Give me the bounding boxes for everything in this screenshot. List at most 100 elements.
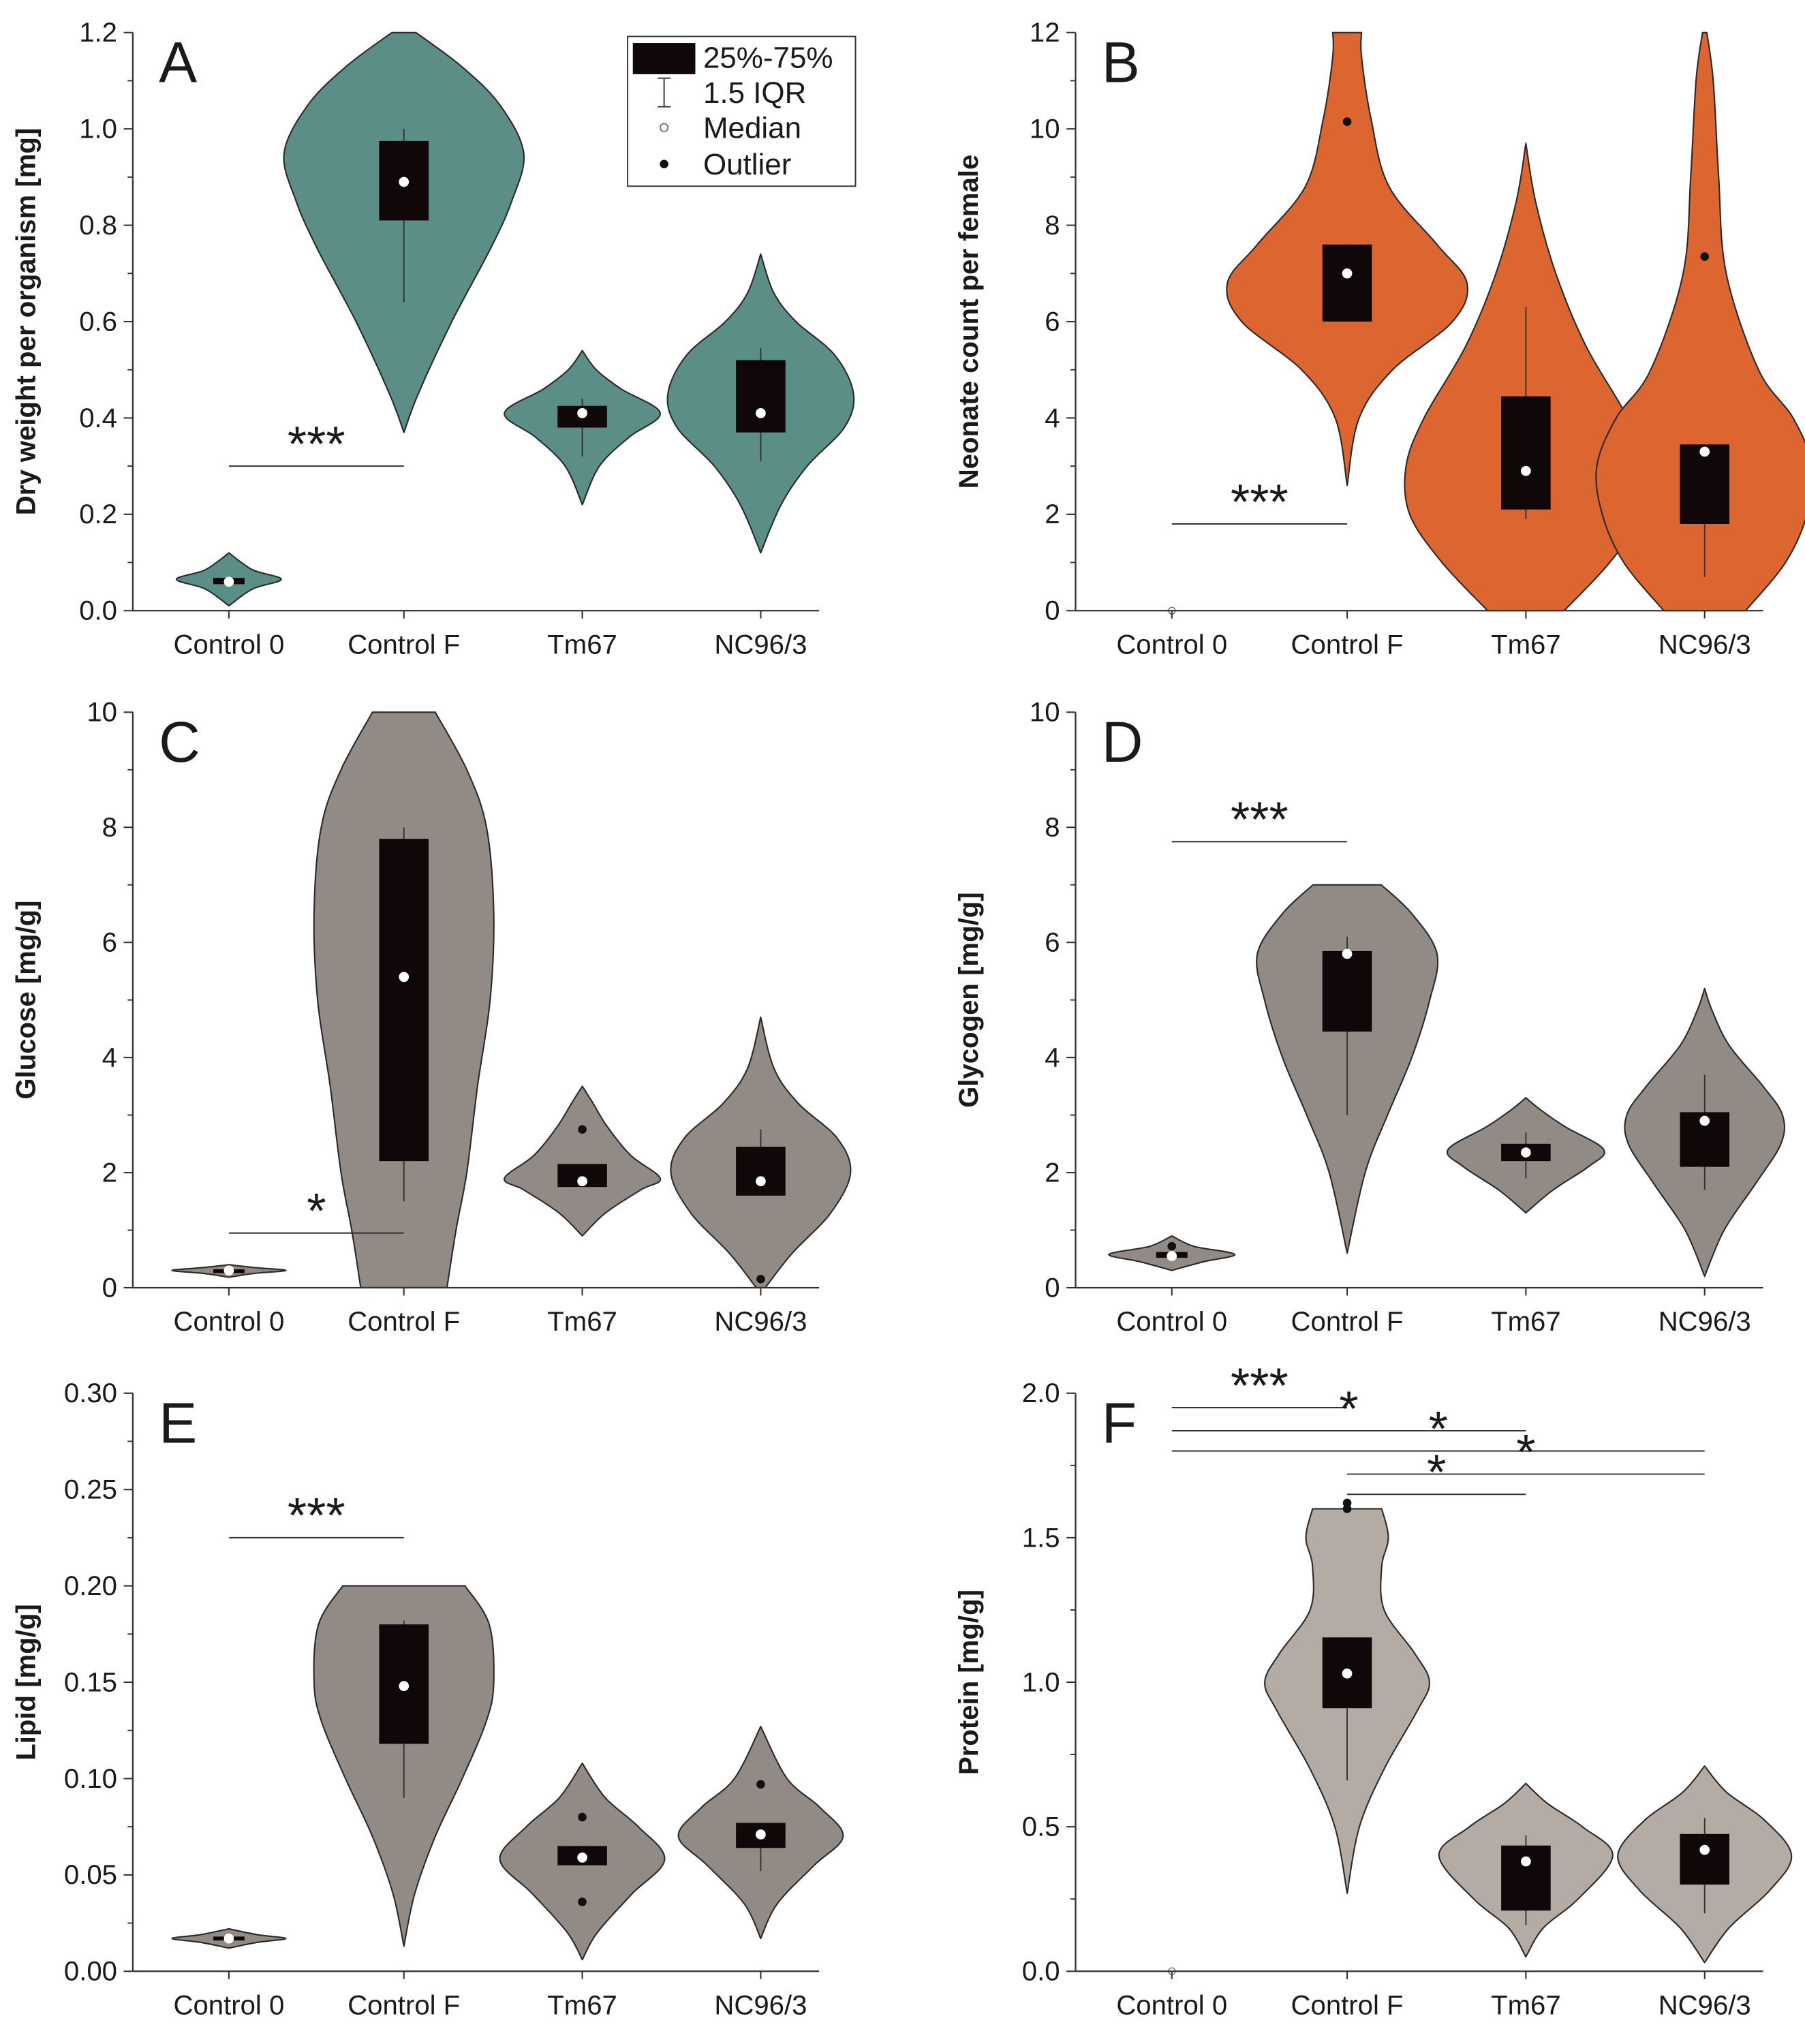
y-tick-label: 10 (1030, 114, 1060, 144)
panel-c: * 0 2 4 6 8 10 Control 0 Control F Tm67 NC96/3 Gluc… (11, 697, 852, 1337)
y-tick-label: 1.5 (1022, 1522, 1060, 1553)
outlier-point (1700, 252, 1710, 261)
x-tick-label: Tm67 (547, 1306, 617, 1337)
y-tick-label: 8 (102, 812, 117, 843)
y-tick-label: 0.0 (1022, 1956, 1060, 1987)
significance-label: * (1429, 1402, 1448, 1457)
y-tick-label: 10 (1030, 697, 1060, 728)
x-tick-label: NC96/3 (714, 629, 807, 660)
violin-group (666, 253, 855, 554)
median-point (1699, 446, 1710, 457)
y-tick-label: 0.2 (79, 499, 117, 529)
panel-d: *** 0 2 4 6 8 10 Control 0 Control F Tm67 NC96/3 Gl… (953, 697, 1786, 1337)
y-tick-label: 12 (1030, 17, 1060, 48)
violin-group (175, 552, 282, 607)
legend-outlier-symbol (660, 159, 668, 169)
median-point (1521, 1147, 1531, 1158)
x-tick-label: NC96/3 (1659, 629, 1751, 660)
y-tick-label: 0 (1045, 595, 1060, 626)
y-tick-label: 6 (1045, 306, 1060, 337)
x-tick-label: Control F (348, 1989, 460, 2020)
significance-bracket: *** (228, 416, 404, 471)
significance-label: * (1516, 1425, 1535, 1480)
significance-bracket: * (1347, 1445, 1526, 1500)
panel-letter: B (1102, 30, 1140, 94)
panel-letter: C (159, 710, 200, 774)
y-tick-label: 8 (1045, 210, 1060, 241)
violin-group (670, 1017, 852, 1289)
outlier-point (1342, 117, 1352, 126)
significance-bracket: *** (1171, 1358, 1348, 1413)
x-tick-label: Tm67 (547, 1989, 617, 2020)
outlier-point (578, 1125, 587, 1134)
panel-e: *** 0.00 0.05 0.10 0.15 0.20 0.25 0.30 Control 0… (11, 1378, 844, 2020)
violin-group (1438, 1782, 1614, 1958)
y-tick-label: 0.0 (79, 595, 117, 626)
violin-group (171, 1927, 287, 1949)
iqr-box (736, 360, 786, 433)
y-tick-label: 0 (1045, 1272, 1060, 1303)
y-tick-label: 0.15 (64, 1667, 117, 1697)
y-axis-title: Neonate count per female (953, 155, 984, 489)
x-tick-label: Control F (348, 629, 460, 660)
y-tick-label: 0.10 (64, 1763, 117, 1794)
violin-group (677, 1725, 844, 1940)
y-tick-label: 0.4 (79, 403, 117, 433)
y-tick-label: 2 (1045, 1157, 1060, 1188)
violin-body (1595, 31, 1805, 612)
y-axis-title: Protein [mg/g] (953, 1590, 984, 1775)
legend-label-whisker: 1.5 IQR (703, 76, 806, 110)
significance-label: * (1339, 1381, 1358, 1436)
significance-bracket: * (228, 1183, 404, 1239)
y-tick-label: 2 (1045, 499, 1060, 529)
violin-body (504, 1085, 661, 1237)
iqr-box (1501, 396, 1551, 510)
median-point (1342, 268, 1353, 279)
legend-label-box: 25%-75% (703, 41, 833, 74)
outlier-point (1167, 1241, 1177, 1251)
outlier-point (578, 1898, 587, 1906)
violin-group (1624, 987, 1786, 1278)
violin-group (1595, 31, 1805, 612)
median-point (577, 1176, 587, 1187)
significance-bracket: * (1171, 1381, 1526, 1436)
violin-group (1226, 31, 1468, 486)
outlier-point (1342, 1498, 1352, 1508)
x-tick-label: Control 0 (174, 1989, 285, 2020)
y-tick-label: 0.30 (64, 1378, 117, 1408)
x-tick-label: NC96/3 (714, 1989, 807, 2020)
median-point (1699, 1115, 1710, 1126)
y-axis-title: Lipid [mg/g] (11, 1604, 42, 1761)
significance-bracket: * (1347, 1425, 1705, 1480)
x-tick-label: NC96/3 (714, 1306, 807, 1337)
x-tick-label: Control F (1291, 1989, 1404, 2020)
violin-group (504, 1085, 661, 1237)
median-point (223, 576, 234, 587)
y-tick-label: 2 (102, 1157, 117, 1188)
y-tick-label: 0.05 (64, 1859, 117, 1890)
median-point (223, 1265, 234, 1275)
violin-group (171, 1264, 287, 1278)
median-point (577, 1853, 587, 1863)
median-point (399, 176, 410, 187)
median-point (756, 1176, 766, 1187)
median-point (223, 1933, 234, 1944)
iqr-box (1680, 444, 1730, 524)
outlier-point (756, 1780, 765, 1789)
violin-group (504, 350, 661, 506)
y-tick-label: 1.0 (79, 114, 117, 144)
y-tick-label: 6 (102, 927, 117, 958)
median-point (1521, 465, 1531, 476)
x-tick-label: Control 0 (174, 1306, 285, 1337)
significance-label: *** (288, 416, 345, 471)
median-point (1521, 1856, 1531, 1867)
violin-group (1108, 1235, 1236, 1271)
median-point (1699, 1844, 1710, 1855)
x-tick-label: Control 0 (1116, 1306, 1227, 1337)
x-tick-label: Control 0 (1116, 1989, 1227, 2020)
x-tick-label: Tm67 (1491, 629, 1561, 660)
x-tick-label: Control F (1291, 1306, 1404, 1337)
